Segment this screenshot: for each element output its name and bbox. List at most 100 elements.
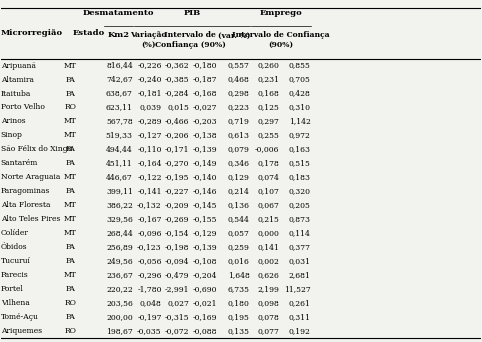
- Text: 0,002: 0,002: [257, 257, 280, 265]
- Text: Vilhena: Vilhena: [0, 299, 29, 307]
- Text: -0,154: -0,154: [165, 229, 189, 237]
- Text: -0,180: -0,180: [192, 62, 217, 69]
- Text: 399,11: 399,11: [106, 187, 133, 195]
- Text: 0,297: 0,297: [257, 117, 280, 126]
- Text: MT: MT: [64, 229, 77, 237]
- Text: -0,006: -0,006: [255, 145, 280, 153]
- Text: -0,155: -0,155: [192, 215, 217, 223]
- Text: 0,873: 0,873: [289, 215, 311, 223]
- Text: 1,142: 1,142: [289, 117, 311, 126]
- Text: 0,215: 0,215: [257, 215, 280, 223]
- Text: -2,991: -2,991: [165, 285, 189, 293]
- Text: -0,108: -0,108: [192, 257, 217, 265]
- Text: -0,466: -0,466: [165, 117, 189, 126]
- Text: -0,198: -0,198: [165, 243, 189, 251]
- Text: 0,079: 0,079: [228, 145, 250, 153]
- Text: 200,00: 200,00: [106, 313, 133, 321]
- Text: 0,027: 0,027: [168, 299, 189, 307]
- Text: Intervalo de Confiança
(90%): Intervalo de Confiança (90%): [232, 31, 330, 49]
- Text: Sinop: Sinop: [0, 131, 23, 140]
- Text: 0,298: 0,298: [228, 90, 250, 97]
- Text: 0,544: 0,544: [228, 215, 250, 223]
- Text: 0,125: 0,125: [257, 104, 280, 111]
- Text: -0,110: -0,110: [137, 145, 161, 153]
- Text: 0,136: 0,136: [228, 201, 250, 209]
- Text: 0,135: 0,135: [228, 327, 250, 335]
- Text: -0,385: -0,385: [165, 76, 189, 83]
- Text: 0,428: 0,428: [289, 90, 311, 97]
- Text: 0,163: 0,163: [289, 145, 311, 153]
- Text: Paragominas: Paragominas: [0, 187, 50, 195]
- Text: -0,168: -0,168: [192, 90, 217, 97]
- Text: -0,690: -0,690: [192, 285, 217, 293]
- Text: 0,077: 0,077: [257, 327, 280, 335]
- Text: 0,311: 0,311: [289, 313, 311, 321]
- Text: Óbidos: Óbidos: [0, 243, 27, 251]
- Text: 494,44: 494,44: [106, 145, 133, 153]
- Text: 446,67: 446,67: [106, 173, 133, 181]
- Text: MT: MT: [64, 173, 77, 181]
- Text: Altamira: Altamira: [0, 76, 34, 83]
- Text: 0,261: 0,261: [289, 299, 311, 307]
- Text: 220,22: 220,22: [106, 285, 133, 293]
- Text: 2,199: 2,199: [257, 285, 280, 293]
- Text: -0,021: -0,021: [192, 299, 217, 307]
- Text: 256,89: 256,89: [106, 243, 133, 251]
- Text: 0,205: 0,205: [289, 201, 311, 209]
- Text: 6,735: 6,735: [228, 285, 250, 293]
- Text: Alto Teles Pires: Alto Teles Pires: [0, 215, 60, 223]
- Text: -0,187: -0,187: [192, 76, 217, 83]
- Text: 0,016: 0,016: [228, 257, 250, 265]
- Text: 0,310: 0,310: [289, 104, 311, 111]
- Text: -0,206: -0,206: [165, 131, 189, 140]
- Text: 0,000: 0,000: [257, 229, 280, 237]
- Text: -0,204: -0,204: [192, 271, 217, 279]
- Text: -0,138: -0,138: [192, 131, 217, 140]
- Text: -0,171: -0,171: [165, 145, 189, 153]
- Text: PA: PA: [66, 76, 75, 83]
- Text: Tucuruí: Tucuruí: [0, 257, 30, 265]
- Text: 2,681: 2,681: [289, 271, 311, 279]
- Text: -0,027: -0,027: [192, 104, 217, 111]
- Text: -0,094: -0,094: [165, 257, 189, 265]
- Text: -0,195: -0,195: [165, 173, 189, 181]
- Text: 268,44: 268,44: [106, 229, 133, 237]
- Text: PA: PA: [66, 145, 75, 153]
- Text: -0,315: -0,315: [165, 313, 189, 321]
- Text: -0,072: -0,072: [165, 327, 189, 335]
- Text: 11,527: 11,527: [284, 285, 311, 293]
- Text: 0,223: 0,223: [228, 104, 250, 111]
- Text: PA: PA: [66, 159, 75, 167]
- Text: -0,296: -0,296: [137, 271, 161, 279]
- Text: -0,197: -0,197: [137, 313, 161, 321]
- Text: RO: RO: [65, 299, 76, 307]
- Text: -0,240: -0,240: [137, 76, 161, 83]
- Text: 0,067: 0,067: [257, 201, 280, 209]
- Text: Itaituba: Itaituba: [0, 90, 31, 97]
- Text: -0,056: -0,056: [137, 257, 161, 265]
- Text: -0,479: -0,479: [165, 271, 189, 279]
- Text: São Félix do Xingu: São Félix do Xingu: [0, 145, 72, 153]
- Text: 0,098: 0,098: [257, 299, 280, 307]
- Text: PA: PA: [66, 257, 75, 265]
- Text: 0,114: 0,114: [289, 229, 311, 237]
- Text: -0,096: -0,096: [137, 229, 161, 237]
- Text: Variação
(%): Variação (%): [130, 31, 166, 49]
- Text: (var. %): (var. %): [218, 31, 250, 39]
- Text: -0,167: -0,167: [137, 215, 161, 223]
- Text: -0,289: -0,289: [137, 117, 161, 126]
- Text: 0,168: 0,168: [257, 90, 280, 97]
- Text: -0,269: -0,269: [165, 215, 189, 223]
- Text: -0,181: -0,181: [137, 90, 161, 97]
- Text: Tomé-Açu: Tomé-Açu: [0, 313, 39, 321]
- Text: -0,145: -0,145: [192, 201, 217, 209]
- Text: -0,146: -0,146: [192, 187, 217, 195]
- Text: 203,56: 203,56: [106, 299, 133, 307]
- Text: -0,227: -0,227: [165, 187, 189, 195]
- Text: MT: MT: [64, 117, 77, 126]
- Text: 0,231: 0,231: [257, 76, 280, 83]
- Text: -0,088: -0,088: [192, 327, 217, 335]
- Text: 0,074: 0,074: [257, 173, 280, 181]
- Text: Colíder: Colíder: [0, 229, 28, 237]
- Text: -0,141: -0,141: [137, 187, 161, 195]
